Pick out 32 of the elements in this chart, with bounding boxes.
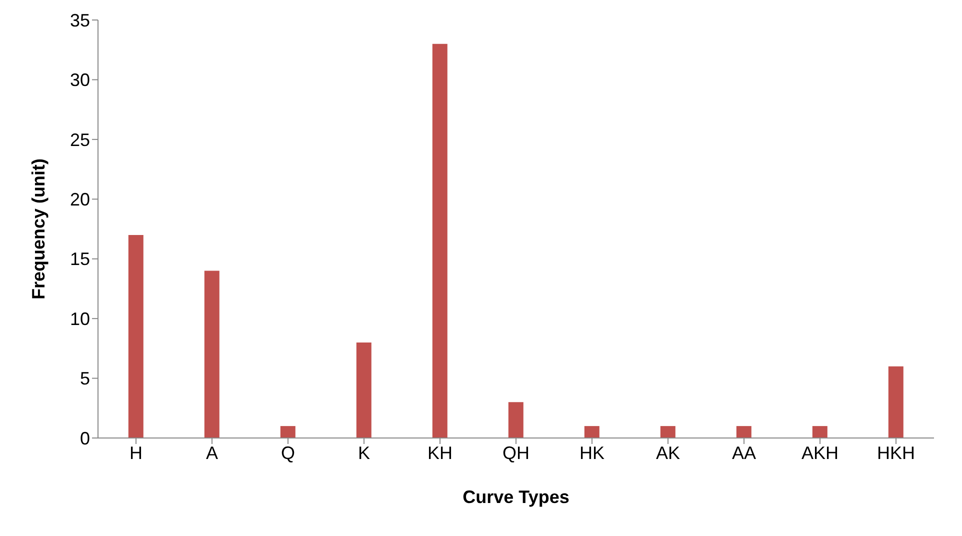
bar <box>812 426 828 438</box>
x-tick-label: HKH <box>876 442 916 463</box>
x-tick-label: Q <box>280 442 296 463</box>
bar <box>204 270 220 438</box>
y-tick-label: 35 <box>70 10 90 30</box>
x-tick-label: K <box>358 442 370 463</box>
bar <box>128 234 144 438</box>
x-tick-label: A <box>206 442 218 463</box>
bar <box>736 426 752 438</box>
x-tick-label: KH <box>427 442 453 463</box>
bar <box>280 426 296 438</box>
x-tick-label: AA <box>732 442 756 463</box>
y-tick-label: 5 <box>80 368 90 389</box>
bar <box>432 44 448 438</box>
bar <box>660 426 676 438</box>
y-tick-label: 25 <box>70 130 90 150</box>
y-axis-title: Frequency (unit) <box>28 158 48 300</box>
x-tick-label: AKH <box>801 442 839 463</box>
x-tick-label: AK <box>656 442 680 463</box>
y-tick-label: 10 <box>70 308 90 329</box>
y-tick-label: 15 <box>70 249 90 270</box>
bar <box>888 366 904 438</box>
y-tick-label: 30 <box>70 70 90 90</box>
bar <box>584 426 600 438</box>
x-axis-title: Curve Types <box>462 487 570 507</box>
y-tick-label: 0 <box>80 428 90 448</box>
y-tick-label: 20 <box>70 190 90 210</box>
x-tick-label: H <box>130 442 142 463</box>
x-tick-label: HK <box>579 442 605 463</box>
x-tick-label: QH <box>502 442 530 463</box>
bar <box>508 402 524 438</box>
bar <box>356 342 372 438</box>
